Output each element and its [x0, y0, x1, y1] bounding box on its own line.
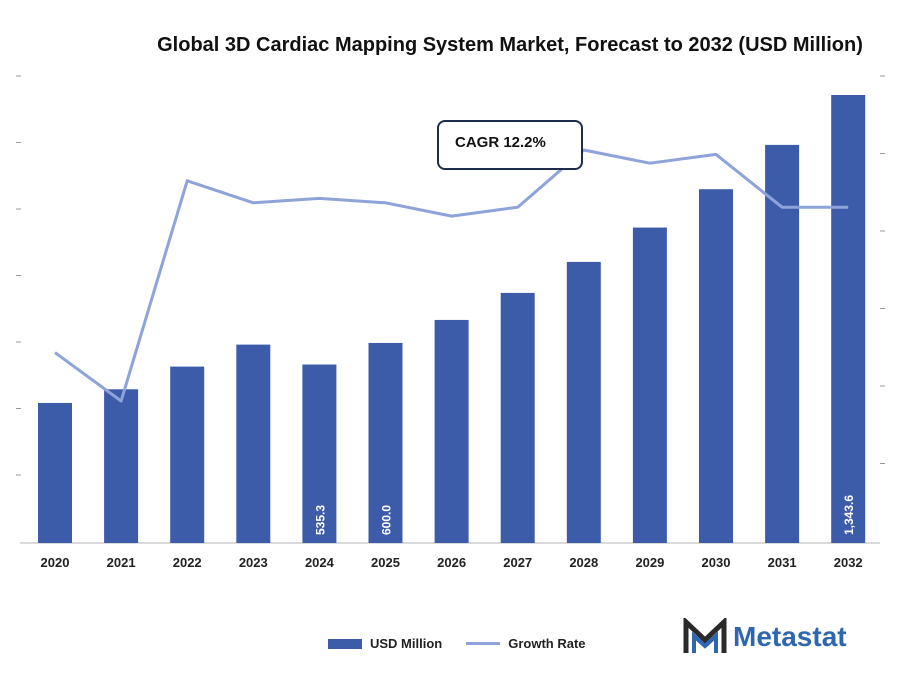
x-tick-label-2022: 2022 — [173, 555, 202, 570]
bar-2029 — [632, 227, 667, 543]
legend: USD Million Growth Rate — [328, 636, 586, 651]
metastat-m-icon — [683, 618, 727, 653]
x-tick-label-2026: 2026 — [437, 555, 466, 570]
bar-data-label-2024: 535.3 — [313, 505, 327, 535]
bar-2032 — [831, 95, 866, 543]
bar-2025 — [368, 342, 403, 543]
bar-data-label-2025: 600.0 — [380, 505, 394, 535]
x-tick-label-2025: 2025 — [371, 555, 400, 570]
x-tick-label-2023: 2023 — [239, 555, 268, 570]
right-axis-ticks — [880, 75, 885, 464]
bar-2022 — [170, 366, 205, 543]
chart-title: Global 3D Cardiac Mapping System Market,… — [157, 34, 863, 56]
x-tick-label-2031: 2031 — [768, 555, 797, 570]
bar-2030 — [699, 189, 733, 544]
metastat-wordmark: Metastat — [733, 621, 847, 652]
bar-2020 — [38, 402, 72, 543]
bar-2027 — [500, 292, 535, 543]
bar-2024 — [302, 364, 337, 543]
bar-data-label-2032: 1,343.6 — [842, 495, 856, 535]
legend-swatch-growth-rate — [466, 642, 501, 645]
legend-swatch-usd-million — [328, 638, 362, 649]
bar-2023 — [236, 344, 271, 543]
bar-2026 — [434, 319, 469, 543]
cagr-label: CAGR 12.2% — [455, 134, 546, 151]
bar-data-labels: 535.3 600.0 1,343.6 — [313, 495, 856, 535]
x-tick-label-2030: 2030 — [702, 555, 731, 570]
x-tick-label-2021: 2021 — [107, 555, 136, 570]
x-axis-tick-labels: 2020 2021 2022 2023 2024 2025 2026 2027 2028 2029… — [41, 555, 863, 570]
x-tick-label-2028: 2028 — [569, 555, 598, 570]
left-axis-ticks — [16, 75, 21, 476]
cagr-callout: CAGR 12.2% — [437, 120, 583, 170]
x-tick-label-2027: 2027 — [503, 555, 532, 570]
legend-label-usd-million: USD Million — [370, 636, 443, 651]
x-tick-label-2029: 2029 — [635, 555, 664, 570]
bar-2021 — [104, 389, 139, 543]
metastat-logo: Metastat — [683, 618, 847, 656]
x-tick-label-2020: 2020 — [41, 555, 70, 570]
bar-series — [38, 95, 866, 544]
x-tick-label-2032: 2032 — [834, 555, 863, 570]
x-tick-label-2024: 2024 — [305, 555, 335, 570]
growth-rate-line — [54, 148, 849, 403]
bar-2031 — [765, 144, 800, 543]
bar-2028 — [566, 261, 601, 543]
legend-label-growth-rate: Growth Rate — [508, 636, 586, 651]
